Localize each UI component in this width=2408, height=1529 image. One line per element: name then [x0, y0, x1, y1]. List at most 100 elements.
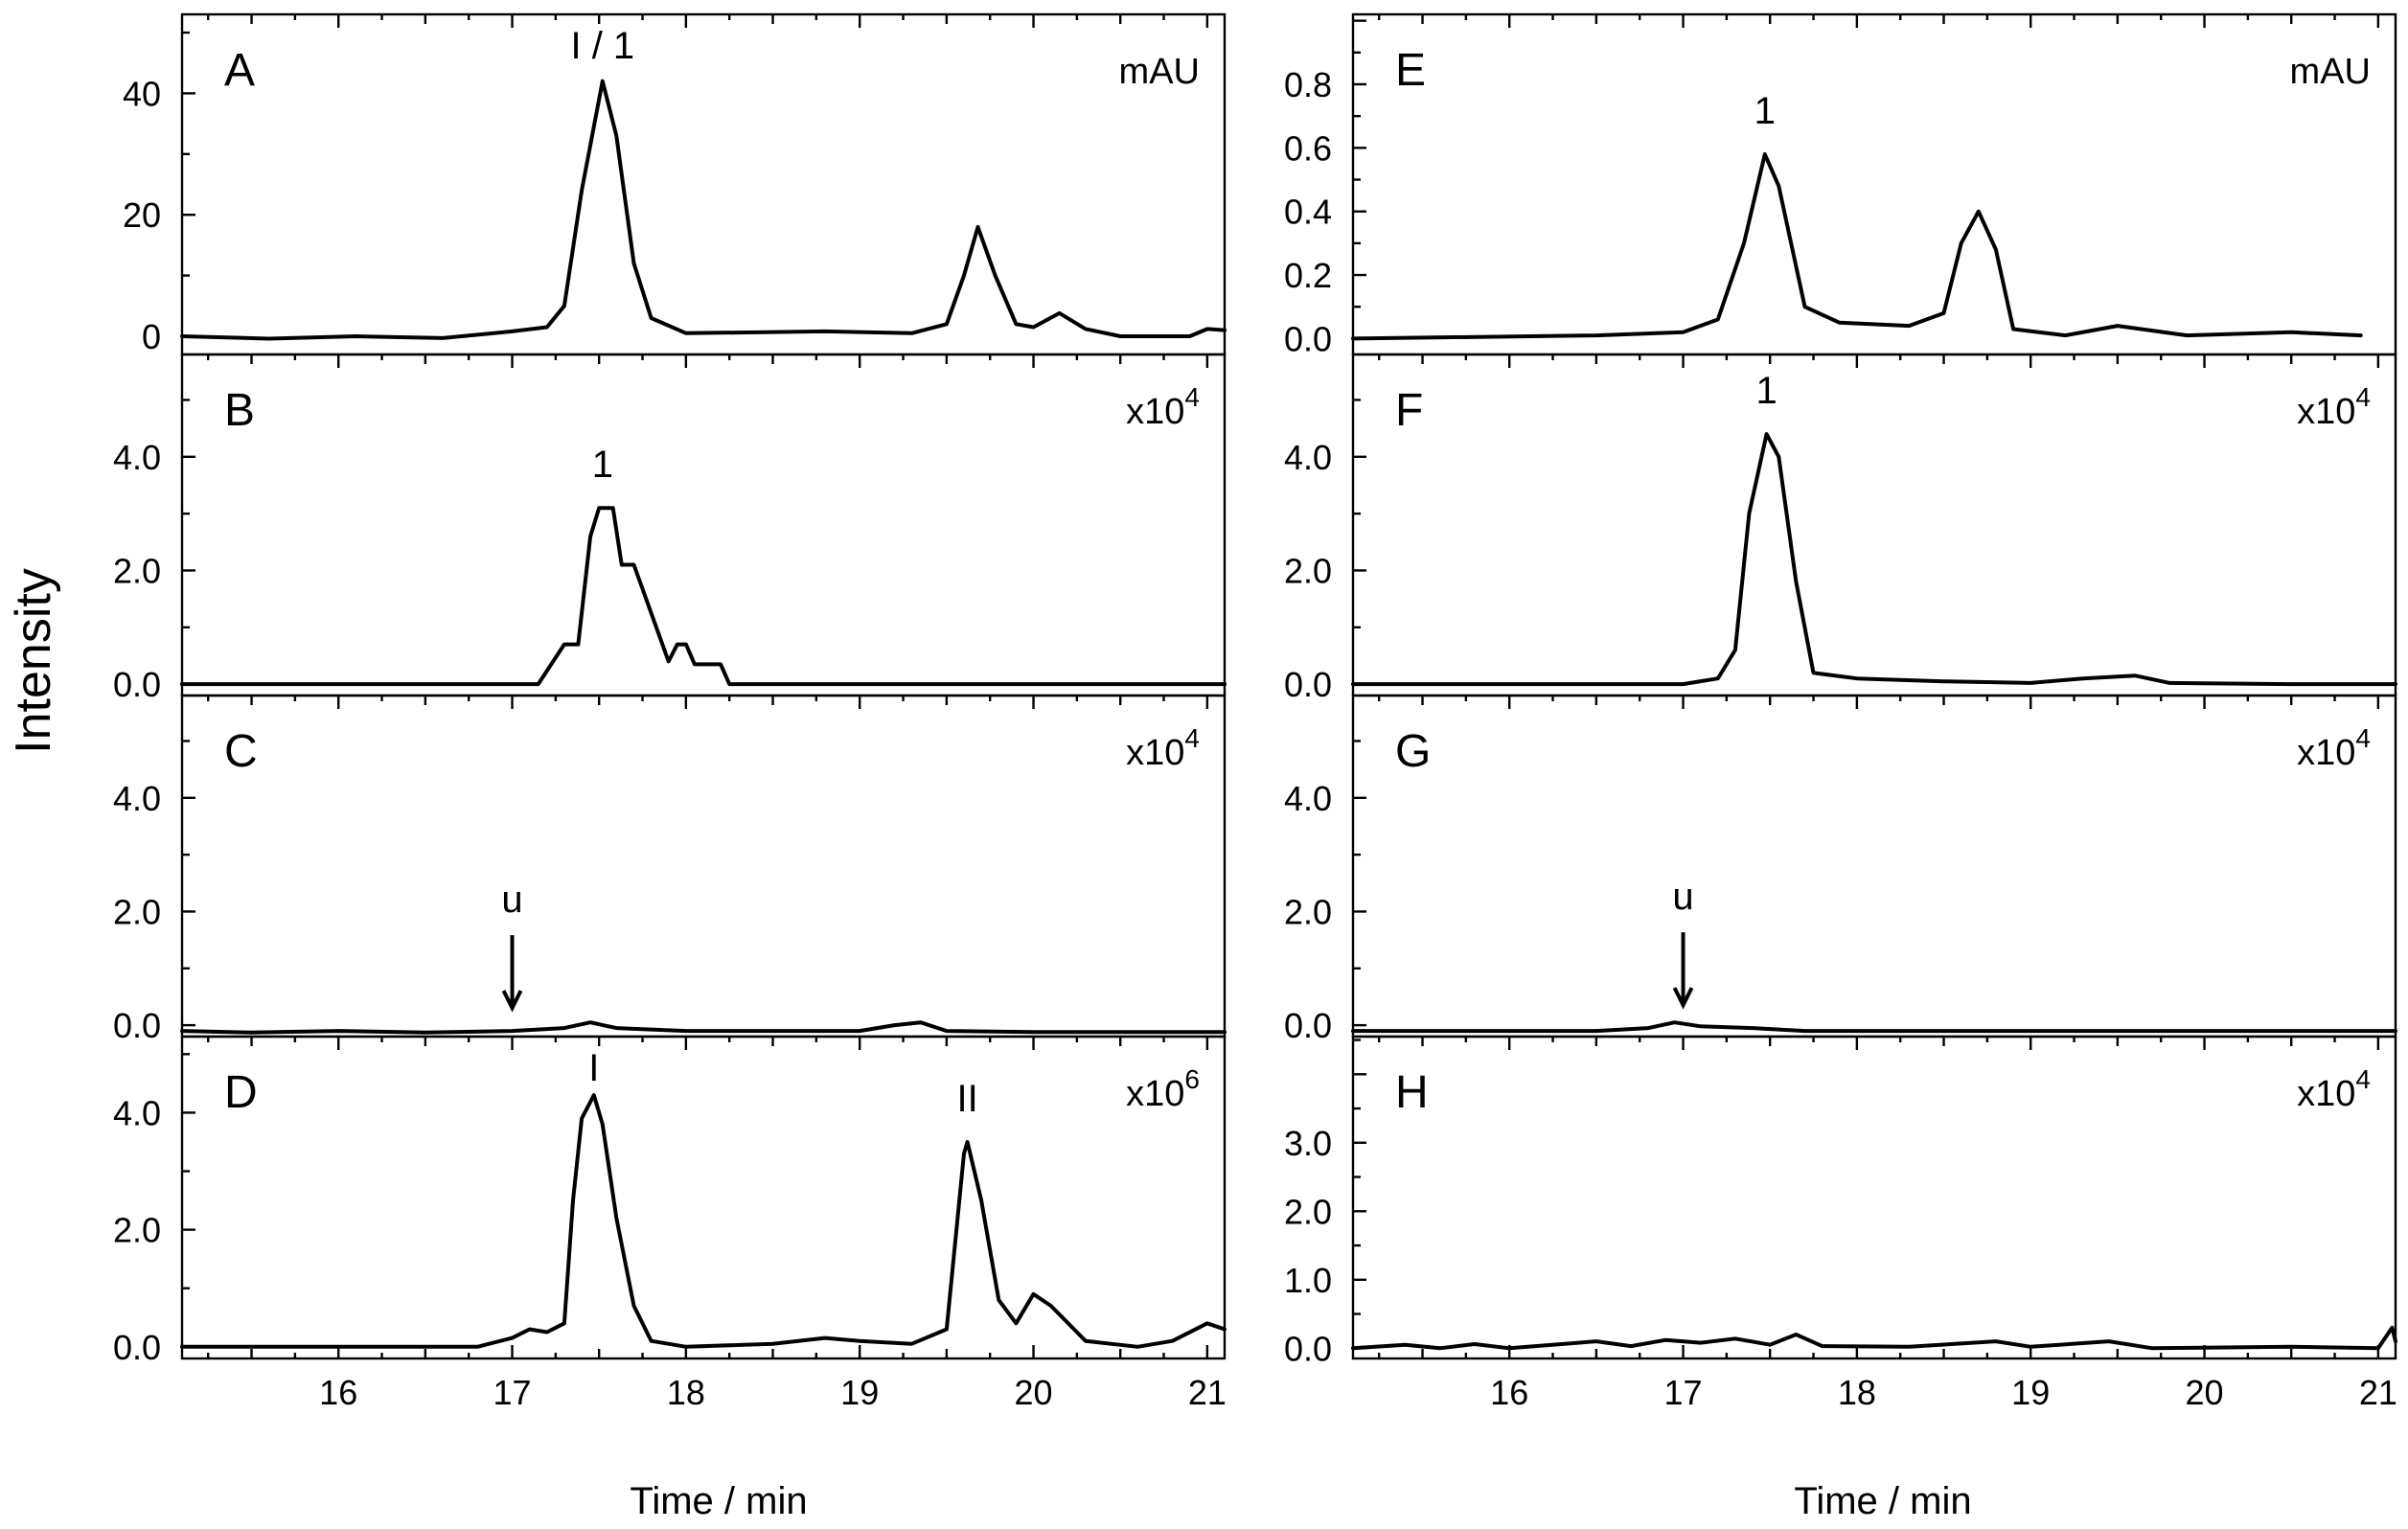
- panel-letter: F: [1395, 385, 1423, 436]
- peak-label: I / 1: [570, 25, 634, 67]
- peak-label: 1: [1754, 90, 1776, 132]
- unit-label: x104: [2297, 1064, 2371, 1114]
- unit-base: x10: [1126, 1074, 1184, 1114]
- y-tick-label: 40: [123, 74, 161, 113]
- panel-c: 0.0 2.0 4.0 C x104 u: [113, 694, 1227, 1045]
- x-tick-label: 18: [1838, 1373, 1876, 1412]
- chromatogram-trace: [180, 1020, 1227, 1035]
- panel-letter: G: [1395, 726, 1431, 777]
- panel-frame: [1351, 353, 2397, 697]
- chromatogram-trace: [180, 1093, 1227, 1349]
- unit-exponent: 6: [1184, 1064, 1200, 1094]
- panel-letter: D: [224, 1067, 258, 1118]
- y-tick-label: 0.8: [1284, 65, 1332, 104]
- y-tick-label: 0.6: [1284, 128, 1332, 168]
- y-tick-label: 0.2: [1284, 256, 1332, 295]
- y-tick-label: 2.0: [1284, 551, 1332, 590]
- peak-label: u: [501, 879, 522, 921]
- unit-exponent: 4: [1184, 723, 1200, 753]
- y-tick-label: 0: [142, 317, 161, 356]
- panel-frame: [180, 353, 1227, 697]
- unknown-arrow-head: [501, 990, 523, 1013]
- chromatogram-trace: [180, 506, 1227, 687]
- y-tick-label: 0.0: [113, 665, 161, 704]
- peak-label: I: [588, 1047, 599, 1089]
- x-tick-label: 17: [1664, 1373, 1703, 1412]
- panel-letter: B: [224, 385, 255, 436]
- unit-base: x10: [1126, 733, 1184, 773]
- chromatogram-trace: [1351, 432, 2397, 687]
- panel-frame: [1351, 694, 2397, 1038]
- y-tick-label: 3.0: [1284, 1124, 1332, 1163]
- y-tick-label: 0.4: [1284, 193, 1332, 232]
- panel-letter: H: [1395, 1067, 1429, 1118]
- y-axis-title: Intensity: [6, 568, 61, 754]
- unit-exponent: 4: [2355, 1064, 2371, 1094]
- unit-label: mAU: [2290, 52, 2371, 92]
- chromatogram-trace: [1351, 1020, 2397, 1034]
- y-tick-label: 0.0: [1284, 665, 1332, 704]
- y-tick-label: 2.0: [113, 1211, 161, 1250]
- x-tick-label: 16: [319, 1373, 357, 1412]
- unit-base: x10: [2297, 1074, 2355, 1114]
- panel-g: 0.0 2.0 4.0 G x104 u: [1284, 694, 2397, 1045]
- y-tick-label: 2.0: [113, 551, 161, 590]
- y-tick-label: 4.0: [113, 1093, 161, 1132]
- unit-exponent: 4: [2355, 382, 2371, 412]
- panel-letter: A: [224, 45, 255, 96]
- x-axis-title-left: Time / min: [630, 1480, 807, 1522]
- unit-label: mAU: [1119, 52, 1200, 92]
- panel-letter: C: [224, 726, 258, 777]
- panel-frame: [1351, 1035, 2397, 1360]
- y-tick-label: 0.0: [113, 1328, 161, 1367]
- x-tick-label: 20: [2186, 1373, 2224, 1412]
- peak-label: u: [1672, 876, 1693, 918]
- x-tick-label: 21: [2359, 1373, 2397, 1412]
- unit-label: x104: [1126, 382, 1200, 432]
- unit-base: x10: [2297, 392, 2355, 432]
- y-tick-label: 0.0: [113, 1006, 161, 1045]
- x-tick-label: 19: [840, 1373, 879, 1412]
- unit-exponent: 4: [1184, 382, 1200, 412]
- panel-letter: E: [1395, 45, 1426, 96]
- panel-frame: [180, 12, 1227, 356]
- unit-label: x106: [1126, 1064, 1200, 1114]
- panel-f: 0.0 2.0 4.0 F x104 1: [1284, 353, 2397, 704]
- y-tick-label: 2.0: [1284, 892, 1332, 931]
- panel-frame: [180, 1035, 1227, 1360]
- unknown-arrow-head: [1672, 987, 1694, 1010]
- x-tick-label: 19: [2011, 1373, 2050, 1412]
- panel-h: 0.0 1.0 2.0 3.0 16 17 18 19 20 21 H x104: [1284, 1035, 2397, 1412]
- y-tick-label: 1.0: [1284, 1261, 1332, 1300]
- y-tick-label: 0.0: [1284, 319, 1332, 358]
- unit-label: x104: [1126, 723, 1200, 773]
- y-tick-label: 4.0: [1284, 779, 1332, 818]
- unit-label: x104: [2297, 382, 2371, 432]
- y-tick-label: 20: [123, 195, 161, 235]
- unit-base: x10: [2297, 733, 2355, 773]
- chromatogram-trace: [180, 79, 1227, 341]
- chromatogram-trace: [1351, 1325, 2397, 1351]
- unit-label: x104: [2297, 723, 2371, 773]
- y-tick-label: 2.0: [1284, 1192, 1332, 1231]
- unit-base: x10: [1126, 392, 1184, 432]
- unit-exponent: 4: [2355, 723, 2371, 753]
- peak-label: 1: [1755, 370, 1777, 412]
- y-tick-label: 2.0: [113, 892, 161, 931]
- y-tick-label: 0.0: [1284, 1006, 1332, 1045]
- chromatogram-trace: [1351, 152, 2363, 341]
- peak-label: II: [957, 1078, 978, 1120]
- peak-label: 1: [592, 444, 613, 486]
- x-tick-label: 17: [493, 1373, 532, 1412]
- y-tick-label: 0.0: [1284, 1329, 1332, 1368]
- x-tick-label: 20: [1015, 1373, 1053, 1412]
- x-tick-label: 16: [1490, 1373, 1528, 1412]
- y-tick-label: 4.0: [113, 779, 161, 818]
- panel-frame: [180, 694, 1227, 1038]
- x-axis-title-right: Time / min: [1794, 1480, 1971, 1522]
